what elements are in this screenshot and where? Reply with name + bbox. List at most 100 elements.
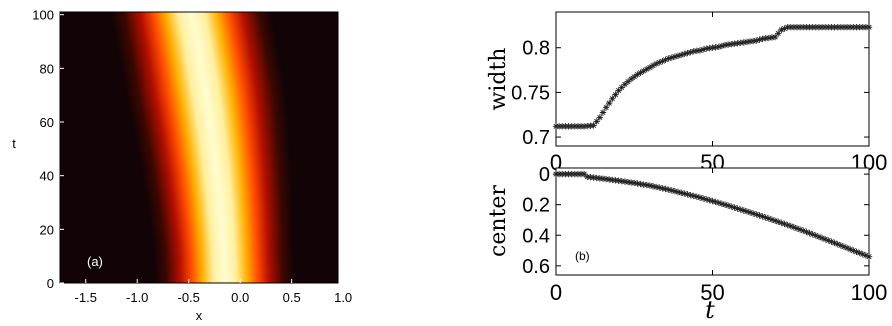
center-point (715, 199, 722, 207)
heatmap-y-tick-label: 100 (32, 8, 54, 23)
heatmap-strip (141, 167, 292, 171)
center-point (759, 213, 766, 220)
center-point (681, 190, 688, 197)
heatmap-strip (143, 179, 292, 182)
heatmap-strip (147, 203, 293, 207)
center-point (634, 180, 641, 187)
center-point (687, 191, 694, 199)
heatmap-strip (146, 197, 293, 201)
center-y-tick-label: 0.2 (522, 195, 550, 217)
width-point (715, 43, 722, 51)
center-point (793, 225, 801, 232)
heatmap-strip (154, 262, 294, 266)
heatmap-strip (147, 201, 293, 205)
heatmap-strip (124, 86, 286, 90)
heatmap-strip (133, 129, 289, 133)
heatmap-strip (129, 106, 288, 110)
heatmap-strip (114, 30, 276, 33)
width-point (593, 118, 600, 125)
heatmap-strip (137, 145, 290, 149)
heatmap-strip (116, 36, 277, 40)
center-point (834, 240, 841, 248)
heatmap-strip (146, 199, 293, 203)
width-point (637, 69, 644, 76)
heatmap-strip (113, 23, 274, 27)
center-point (749, 210, 757, 217)
width-point (602, 104, 610, 111)
center-point (847, 246, 854, 253)
center-point (825, 237, 832, 244)
heatmap-strip (117, 45, 279, 49)
heatmap-strip (122, 75, 284, 79)
center-point (649, 183, 657, 190)
center-point (580, 170, 588, 178)
center-point (643, 181, 650, 189)
heatmap-strip (127, 100, 287, 103)
heatmap-strip (140, 161, 291, 164)
heatmap-strip (154, 264, 294, 268)
heatmap-strip (134, 131, 290, 135)
center-x-tick-label: 50 (700, 280, 724, 305)
width-point (640, 67, 647, 75)
center-point (621, 178, 629, 185)
heatmap-strip (154, 260, 294, 264)
heatmap-strip (131, 118, 289, 121)
heatmap-x-tick-label: 0.5 (283, 290, 301, 305)
width-ylabel: width (486, 48, 511, 111)
heatmap-strip (151, 228, 294, 232)
heatmap-strip (140, 163, 292, 167)
center-point (850, 247, 857, 254)
heatmap-strip (144, 183, 292, 187)
heatmap-strip (138, 152, 291, 155)
heatmap-strip (133, 127, 289, 131)
center-point (806, 229, 813, 237)
center-point (781, 220, 788, 228)
center-point (674, 188, 682, 196)
heatmap-strip (145, 190, 293, 194)
heatmap-ticks: -1.5 -1.0 -0.5 0.0 0.5 1.0 0 20 40 60 80 100 (32, 8, 352, 305)
center-point (828, 238, 835, 245)
center-y-tick-label: 0 (539, 164, 550, 186)
heatmap-strip (114, 27, 275, 31)
heatmap-strip (151, 231, 294, 234)
heatmap-strip (119, 57, 281, 61)
heatmap-strip (136, 140, 290, 144)
heatmap-strip (148, 206, 293, 210)
width-point (696, 47, 704, 54)
width-point (656, 59, 663, 66)
heatmap-strip (121, 66, 282, 70)
center-point (640, 181, 647, 188)
center-panel: 0 50 100 0 0.2 0.4 0.6 center (b) t (486, 164, 887, 324)
heatmap-strip (143, 176, 292, 180)
heatmap-strip (149, 217, 293, 221)
heatmap-strip (128, 104, 287, 108)
center-point (699, 195, 707, 202)
center-point (662, 185, 669, 193)
width-point (865, 23, 873, 31)
center-point (787, 222, 794, 230)
width-point (718, 42, 726, 50)
heatmap-strip (131, 115, 288, 119)
center-ylabel: center (486, 185, 511, 257)
width-point (662, 56, 669, 63)
width-point (681, 50, 688, 58)
heatmap-strip (152, 235, 294, 239)
heatmap-strip (132, 124, 289, 128)
center-point (765, 215, 773, 222)
heatmap-strip (155, 280, 295, 283)
heatmap-strip (153, 244, 294, 248)
center-point (740, 207, 747, 214)
center-point (771, 217, 779, 224)
heatmap-strip (122, 72, 283, 76)
heatmap-strip (115, 34, 277, 38)
heatmap-strip (154, 255, 294, 259)
heatmap-strip (118, 52, 280, 56)
center-point (652, 183, 660, 191)
heatmap-frame (59, 11, 339, 284)
heatmap-strip (149, 212, 293, 216)
heatmap-strip (154, 253, 294, 257)
center-point (775, 218, 782, 226)
center-point (712, 198, 719, 206)
heatmap-strip (151, 226, 294, 230)
